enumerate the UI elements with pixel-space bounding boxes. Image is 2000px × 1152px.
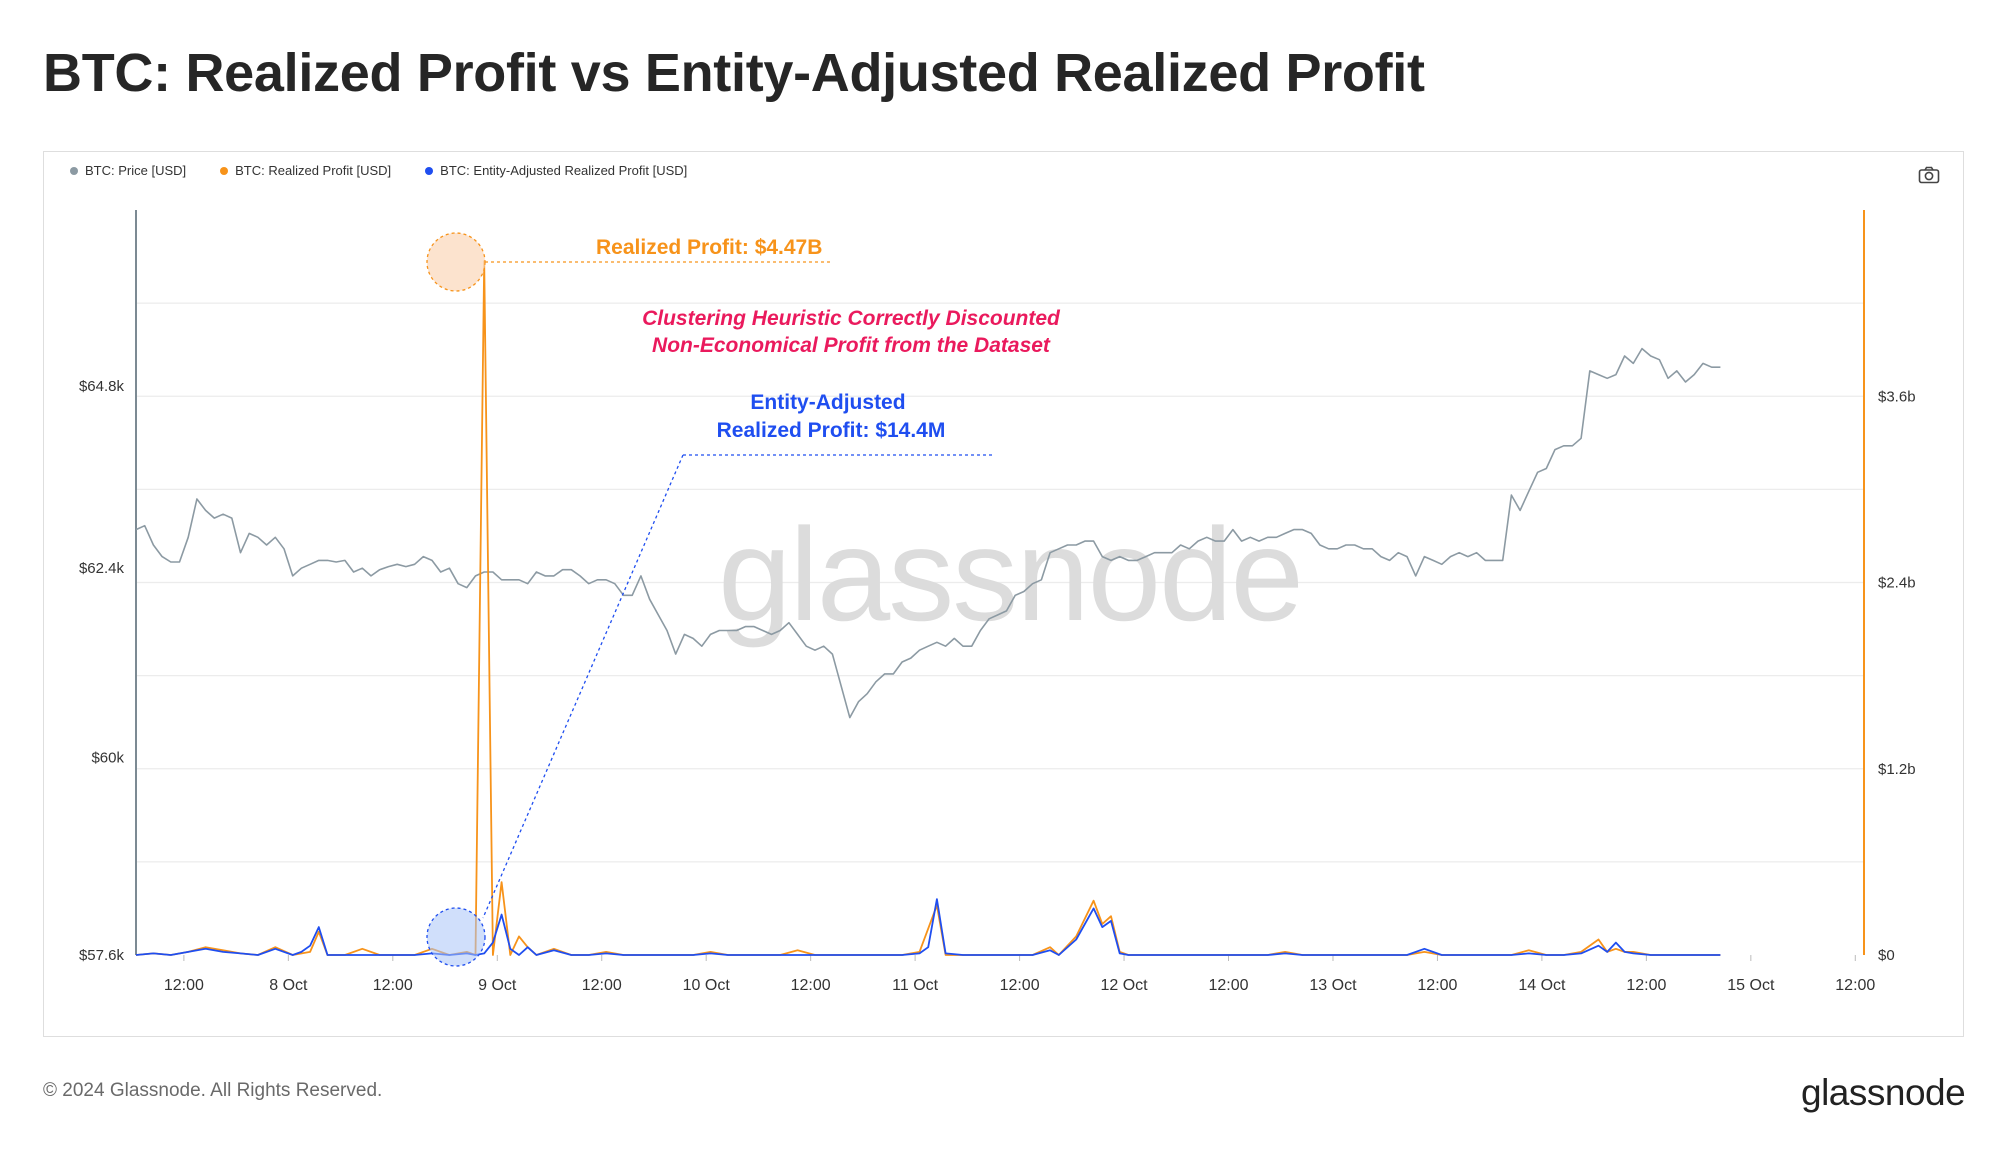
x-axis-tick-label: 12:00 xyxy=(1208,977,1248,994)
x-axis-tick-label: 12:00 xyxy=(164,977,204,994)
grid-layer xyxy=(136,302,1864,863)
x-axis-tick-label: 12 Oct xyxy=(1100,977,1148,994)
axis-layer: $57.6k $60k $62.4k $64.8k $0 $1.2b $2.4b $3.6b 1… xyxy=(79,210,1916,994)
clustering-annotation-line-1: Clustering Heuristic Correctly Discounte… xyxy=(642,307,1061,330)
realized-annotation: Realized Profit: $4.47B xyxy=(596,236,822,259)
right-axis-tick-label: $3.6b xyxy=(1878,388,1916,405)
glassnode-logo: glassnode xyxy=(1801,1072,1966,1113)
x-axis-tick-label: 15 Oct xyxy=(1727,977,1775,994)
left-axis-tick-label: $64.8k xyxy=(79,378,125,395)
x-axis-tick-label: 12:00 xyxy=(791,977,831,994)
entity-annotation-line-2: Realized Profit: $14.4M xyxy=(717,419,946,442)
right-axis-tick-label: $2.4b xyxy=(1878,575,1916,592)
right-axis-tick-label: $1.2b xyxy=(1878,761,1916,778)
clustering-annotation-line-2: Non-Economical Profit from the Dataset xyxy=(652,334,1051,357)
legend-label-realized-profit: BTC: Realized Profit [USD] xyxy=(235,163,392,178)
x-axis-tick-label: 12:00 xyxy=(582,977,622,994)
legend-item-realized-profit[interactable]: BTC: Realized Profit [USD] xyxy=(220,163,391,178)
legend-dot-price xyxy=(70,166,78,175)
entity-annotation-line-1: Entity-Adjusted xyxy=(750,391,905,414)
chart-container xyxy=(43,151,1964,1037)
realized-highlight-circle xyxy=(426,232,486,292)
legend-item-price[interactable]: BTC: Price [USD] xyxy=(70,163,186,178)
legend-dot-entity-adjusted xyxy=(425,166,434,175)
chart-legend: BTC: Price [USD] BTC: Realized Profit [U… xyxy=(70,163,687,178)
legend-label-entity-adjusted: BTC: Entity-Adjusted Realized Profit [US… xyxy=(440,163,688,178)
x-axis-tick-label: 12:00 xyxy=(1000,977,1040,994)
entity-highlight-circle xyxy=(426,907,486,967)
series-line-entity-adjusted-realized-profit xyxy=(135,898,1721,956)
footer-copyright: © 2024 Glassnode. All Rights Reserved. xyxy=(43,1080,383,1101)
x-axis-tick-label: 9 Oct xyxy=(478,977,517,994)
x-axis-tick-label: 8 Oct xyxy=(269,977,308,994)
x-axis-tick-label: 12:00 xyxy=(373,977,413,994)
watermark: glassnode xyxy=(718,501,1302,648)
right-axis-tick-label: $0 xyxy=(1878,947,1895,964)
x-axis-tick-label: 14 Oct xyxy=(1518,977,1566,994)
x-axis-tick-label: 11 Oct xyxy=(892,977,939,994)
left-axis-tick-label: $62.4k xyxy=(79,560,125,577)
x-axis-tick-label: 12:00 xyxy=(1835,977,1875,994)
x-axis-tick-label: 10 Oct xyxy=(683,977,731,994)
x-axis-tick-label: 12:00 xyxy=(1626,977,1666,994)
page-title: BTC: Realized Profit vs Entity-Adjusted … xyxy=(43,43,1425,103)
left-axis-tick-label: $60k xyxy=(91,750,124,767)
entity-leader-diagonal xyxy=(482,454,684,919)
series-line-price xyxy=(135,347,1721,719)
x-axis-tick-label: 12:00 xyxy=(1417,977,1457,994)
series-layer xyxy=(135,260,1721,956)
x-axis-tick-label: 13 Oct xyxy=(1309,977,1357,994)
legend-dot-realized-profit xyxy=(220,166,229,175)
legend-item-entity-adjusted[interactable]: BTC: Entity-Adjusted Realized Profit [US… xyxy=(425,163,687,178)
legend-label-price: BTC: Price [USD] xyxy=(85,163,187,178)
camera-icon[interactable] xyxy=(1918,166,1940,184)
annotation-layer: Realized Profit: $4.47B Clustering Heuri… xyxy=(426,232,1061,967)
left-axis-tick-label: $57.6k xyxy=(79,947,125,964)
